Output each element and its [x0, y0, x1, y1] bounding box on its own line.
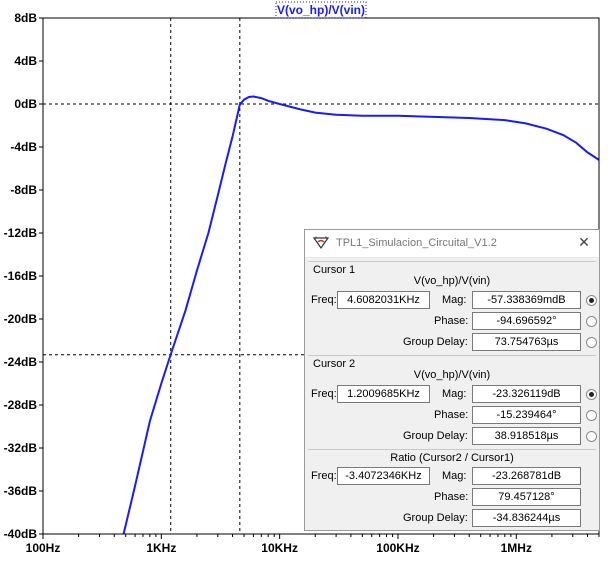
- y-tick-label: 8dB: [14, 11, 37, 25]
- cursor1-delay-label: Group Delay:: [403, 336, 468, 348]
- cursor1-phase-radio[interactable]: [586, 316, 597, 327]
- ratio-phase-field[interactable]: 79.457128°: [472, 488, 581, 506]
- cursor2-mag-label: Mag:: [442, 388, 467, 400]
- y-axis: 8dB 4dB 0dB -4dB -8dB -12dB -16dB -20dB -24dB -28…: [4, 11, 43, 541]
- y-tick-label: -32dB: [4, 441, 38, 455]
- trace-title[interactable]: V(vo_hp)/V(vin): [277, 3, 365, 17]
- cursor2-freq-field[interactable]: 1.2009685KHz: [337, 385, 430, 403]
- y-tick-label: 4dB: [14, 54, 37, 68]
- dialog-title: TPL1_Simulacion_Circuital_V1.2: [336, 237, 497, 249]
- trace-v-vo-hp-over-v-vin[interactable]: [122, 95, 600, 535]
- cursor1-freq-field[interactable]: 4.6082031KHz: [337, 291, 430, 309]
- x-tick-label: 1MHz: [501, 541, 532, 555]
- cursor1-mag-field[interactable]: -57.338369mdB: [472, 291, 581, 309]
- y-tick-label: -40dB: [4, 527, 38, 541]
- dialog-titlebar[interactable]: TPL1_Simulacion_Circuital_V1.2 ✕: [305, 230, 599, 258]
- ratio-phase-label: Phase:: [434, 491, 469, 503]
- y-tick-label: -4dB: [10, 140, 37, 154]
- y-tick-label: -36dB: [4, 484, 38, 498]
- trace-title-focus-box: [275, 1, 367, 19]
- ltspice-icon: [313, 236, 329, 250]
- cursor2-delay-field[interactable]: 38.918518µs: [472, 427, 581, 445]
- y-tick-label: -16dB: [4, 269, 38, 283]
- x-tick-label: 10KHz: [261, 541, 298, 555]
- close-icon[interactable]: ✕: [578, 234, 590, 250]
- cursor1-mag-radio[interactable]: [586, 295, 597, 306]
- cursor1-expression: V(vo_hp)/V(vin): [413, 275, 491, 287]
- cursor2-phase-radio[interactable]: [586, 410, 597, 421]
- x-tick-label: 1KHz: [146, 541, 176, 555]
- y-tick-label: -12dB: [4, 226, 38, 240]
- cursor1-delay-field[interactable]: 73.754763µs: [472, 333, 581, 351]
- y-tick-label: -24dB: [4, 355, 38, 369]
- y-tick-label: -8dB: [10, 183, 37, 197]
- cursor2-delay-radio[interactable]: [586, 431, 597, 442]
- cursor2-mag-field[interactable]: -23.326119dB: [472, 385, 581, 403]
- cursor2-phase-field[interactable]: -15.239464°: [472, 406, 581, 424]
- cursor1-legend: Cursor 1: [313, 264, 356, 276]
- y-tick-label: -20dB: [4, 312, 38, 326]
- ratio-freq-label: Freq:: [311, 470, 337, 482]
- ratio-delay-label: Group Delay:: [403, 512, 468, 524]
- cursor2-phase-label: Phase:: [434, 409, 469, 421]
- x-tick-label: 100Hz: [26, 541, 61, 555]
- cursor2-group: Cursor 2 V(vo_hp)/V(vin) Freq: 1.2009685…: [308, 355, 597, 448]
- cursor1-delay-radio[interactable]: [586, 337, 597, 348]
- ratio-legend: Ratio (Cursor2 / Cursor1): [390, 452, 514, 464]
- ratio-mag-label: Mag:: [442, 470, 467, 482]
- cursor2-expression: V(vo_hp)/V(vin): [413, 369, 491, 381]
- cursor1-phase-label: Phase:: [434, 315, 469, 327]
- cursor2-mag-radio[interactable]: [586, 389, 597, 400]
- cursor1-group: Cursor 1 V(vo_hp)/V(vin) Freq: 4.6082031…: [308, 261, 597, 354]
- ratio-freq-field[interactable]: -3.4072346KHz: [337, 467, 430, 485]
- ratio-group: Ratio (Cursor2 / Cursor1) Freq: -3.40723…: [308, 449, 596, 530]
- cursor2-delay-label: Group Delay:: [403, 430, 468, 442]
- cursor2-freq-label: Freq:: [311, 388, 337, 400]
- cursor-dialog: TPL1_Simulacion_Circuital_V1.2 ✕ Cursor …: [304, 229, 600, 531]
- y-tick-label: 0dB: [14, 97, 37, 111]
- cursor1-freq-label: Freq:: [311, 294, 337, 306]
- ratio-delay-field[interactable]: -34.836244µs: [472, 509, 581, 527]
- cursor1-mag-label: Mag:: [442, 294, 467, 306]
- cursor1-phase-field[interactable]: -94.696592°: [472, 312, 581, 330]
- cursor2-legend: Cursor 2: [313, 358, 356, 370]
- x-axis: 100Hz 1KHz 10KHz 100KHz 1MHz: [26, 534, 600, 555]
- ratio-mag-field[interactable]: -23.268781dB: [472, 467, 581, 485]
- y-tick-label: -28dB: [4, 398, 38, 412]
- x-tick-label: 100KHz: [376, 541, 419, 555]
